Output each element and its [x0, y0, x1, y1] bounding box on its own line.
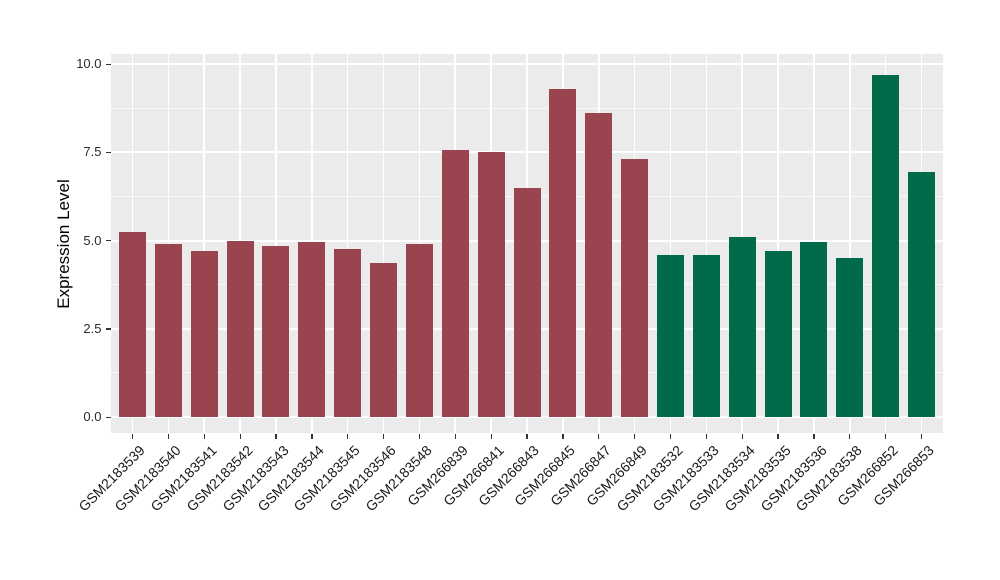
gridline-x-major	[275, 54, 277, 433]
x-tick-mark	[490, 433, 492, 439]
bar-GSM2183543	[262, 245, 290, 417]
y-tick-mark	[105, 328, 111, 330]
x-tick-mark	[705, 433, 707, 439]
bar-GSM2183544	[298, 242, 326, 417]
bar-GSM266849	[621, 159, 649, 417]
x-tick-mark	[131, 433, 134, 439]
bar-GSM266841	[477, 152, 505, 417]
y-tick-mark	[105, 240, 111, 242]
bar-GSM2183536	[800, 242, 828, 417]
x-tick-mark	[311, 433, 313, 439]
gridline-x-major	[777, 54, 779, 433]
bar-GSM2183548	[405, 244, 433, 417]
x-tick-mark	[885, 433, 887, 439]
x-tick-mark	[167, 433, 170, 439]
y-tick-label: 7.5	[83, 144, 102, 160]
gridline-x-major	[669, 54, 672, 433]
bar-GSM2183540	[154, 244, 182, 417]
gridline-x-major	[203, 54, 206, 433]
bar-GSM266853	[907, 171, 935, 417]
gridline-x-major	[705, 54, 708, 433]
gridline-x-major	[382, 54, 385, 433]
bar-GSM2183535	[764, 251, 792, 417]
x-tick-mark	[598, 433, 600, 439]
x-tick-mark	[454, 433, 456, 439]
x-tick-mark	[813, 433, 815, 439]
x-tick-mark	[382, 433, 385, 439]
bar-GSM2183541	[190, 251, 218, 417]
bar-GSM2183545	[334, 249, 362, 417]
x-tick-mark	[741, 433, 743, 439]
bar-GSM2183532	[656, 254, 684, 417]
x-tick-mark	[633, 433, 636, 439]
plot-panel	[111, 54, 943, 433]
y-tick-mark	[105, 151, 111, 154]
gridline-x-major	[848, 54, 851, 433]
x-tick-mark	[920, 433, 923, 439]
bar-GSM2183533	[692, 254, 720, 417]
bar-GSM266845	[549, 88, 577, 417]
bar-GSM266852	[872, 74, 900, 417]
y-tick-mark	[105, 63, 111, 65]
bar-GSM2183539	[119, 231, 147, 417]
bar-GSM266847	[585, 113, 613, 417]
bar-GSM2183534	[728, 236, 756, 417]
bar-GSM266839	[441, 150, 469, 417]
x-tick-mark	[275, 433, 277, 439]
bar-GSM266843	[513, 187, 541, 417]
y-tick-label: 0.0	[83, 409, 102, 424]
x-tick-mark	[669, 433, 672, 439]
y-tick-mark	[105, 416, 111, 418]
x-tick-mark	[347, 433, 349, 439]
gridline-x-major	[418, 54, 421, 433]
bar-GSM2183538	[836, 258, 864, 417]
bar-GSM2183546	[370, 263, 398, 417]
x-tick-mark	[526, 433, 528, 439]
x-tick-mark	[777, 433, 779, 439]
bar-GSM2183542	[226, 240, 254, 417]
y-tick-label: 2.5	[83, 320, 102, 336]
y-tick-label: 5.0	[83, 232, 102, 248]
y-tick-label: 10.0	[76, 56, 102, 71]
x-tick-mark	[562, 433, 564, 439]
x-tick-mark	[418, 433, 421, 439]
gridline-x-major	[167, 54, 170, 433]
x-tick-mark	[203, 433, 205, 439]
x-tick-mark	[849, 433, 851, 439]
gridline-x-major	[346, 54, 349, 433]
x-tick-mark	[239, 433, 241, 439]
